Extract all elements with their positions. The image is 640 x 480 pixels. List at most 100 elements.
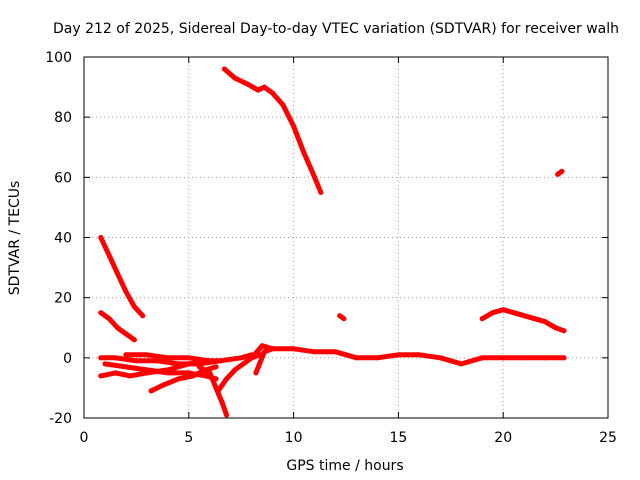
axis-ticks: 0 5 10 15 20 25 -20 0 20 40 60 80 100 [45,50,617,446]
data-point [131,304,137,310]
data-point [511,310,517,316]
data-point [500,307,506,313]
data-point [561,355,567,361]
y-tick-label: 0 [63,351,72,367]
data-point [542,319,548,325]
data-point [232,75,238,81]
data-point [521,355,527,361]
data-point [219,400,225,406]
data-point [144,367,150,373]
y-tick-label: 20 [54,291,72,307]
data-point [186,355,192,361]
data-point [221,66,227,72]
data-point [232,367,238,373]
data-point [154,358,160,364]
data-point [127,373,133,379]
x-axis-label: GPS time / hours [286,458,403,474]
data-point [261,349,267,355]
y-tick-label: 100 [45,50,72,66]
data-point [559,168,565,174]
data-point [203,373,209,379]
y-tick-label: -20 [49,411,72,427]
data-point [490,310,496,316]
data-point [215,388,221,394]
data-series [98,66,567,418]
y-tick-label: 80 [54,110,72,126]
data-point [238,355,244,361]
data-point [240,361,246,367]
data-point [106,253,112,259]
data-point [207,358,213,364]
data-point [102,361,108,367]
data-point [148,388,154,394]
data-point [112,370,118,376]
data-point [140,313,146,319]
data-point [341,316,347,322]
x-tick-label: 15 [389,430,407,446]
data-point [291,346,297,352]
data-point [479,316,485,322]
data-point [106,316,112,322]
data-point [500,355,506,361]
data-point [437,355,443,361]
data-point [175,376,181,382]
data-point [131,337,137,343]
data-point [301,150,307,156]
data-point [213,364,219,370]
data-point [416,352,422,358]
data-point [333,349,339,355]
data-point [395,352,401,358]
x-tick-label: 5 [184,430,193,446]
data-point [98,355,104,361]
data-point [165,355,171,361]
data-point [161,382,167,388]
data-point [312,349,318,355]
data-point [353,355,359,361]
chart-title: Day 212 of 2025, Sidereal Day-to-day VTE… [53,21,619,37]
data-point [123,364,129,370]
data-point [553,325,559,331]
data-point [144,352,150,358]
data-point [270,346,276,352]
data-point [115,325,121,331]
data-point [112,355,118,361]
data-point [224,376,230,382]
data-point [291,123,297,129]
y-tick-label: 60 [54,170,72,186]
data-point [165,370,171,376]
data-point [253,370,259,376]
x-tick-label: 20 [494,430,512,446]
data-point [561,328,567,334]
x-tick-label: 10 [285,430,303,446]
data-point [98,235,104,240]
x-tick-label: 25 [599,430,617,446]
data-point [458,361,464,367]
data-point [196,364,202,370]
data-point [542,355,548,361]
x-tick-label: 0 [80,430,89,446]
data-point [186,361,192,367]
data-point [259,343,265,349]
data-point [318,189,324,195]
data-point [249,355,255,361]
data-point [123,352,129,358]
data-point [270,90,276,96]
data-point [215,358,221,364]
data-point [255,87,261,93]
data-point [280,102,286,108]
data-point [374,355,380,361]
data-point [133,358,139,364]
data-point [207,370,213,376]
y-tick-label: 40 [54,231,72,247]
data-point [190,373,196,379]
data-point [123,289,129,295]
data-point [479,355,485,361]
data-point [261,84,267,90]
data-point [555,171,561,177]
data-point [521,313,527,319]
data-point [115,271,121,277]
y-axis-label: SDTVAR / TECUs [7,181,23,296]
data-point [123,331,129,337]
